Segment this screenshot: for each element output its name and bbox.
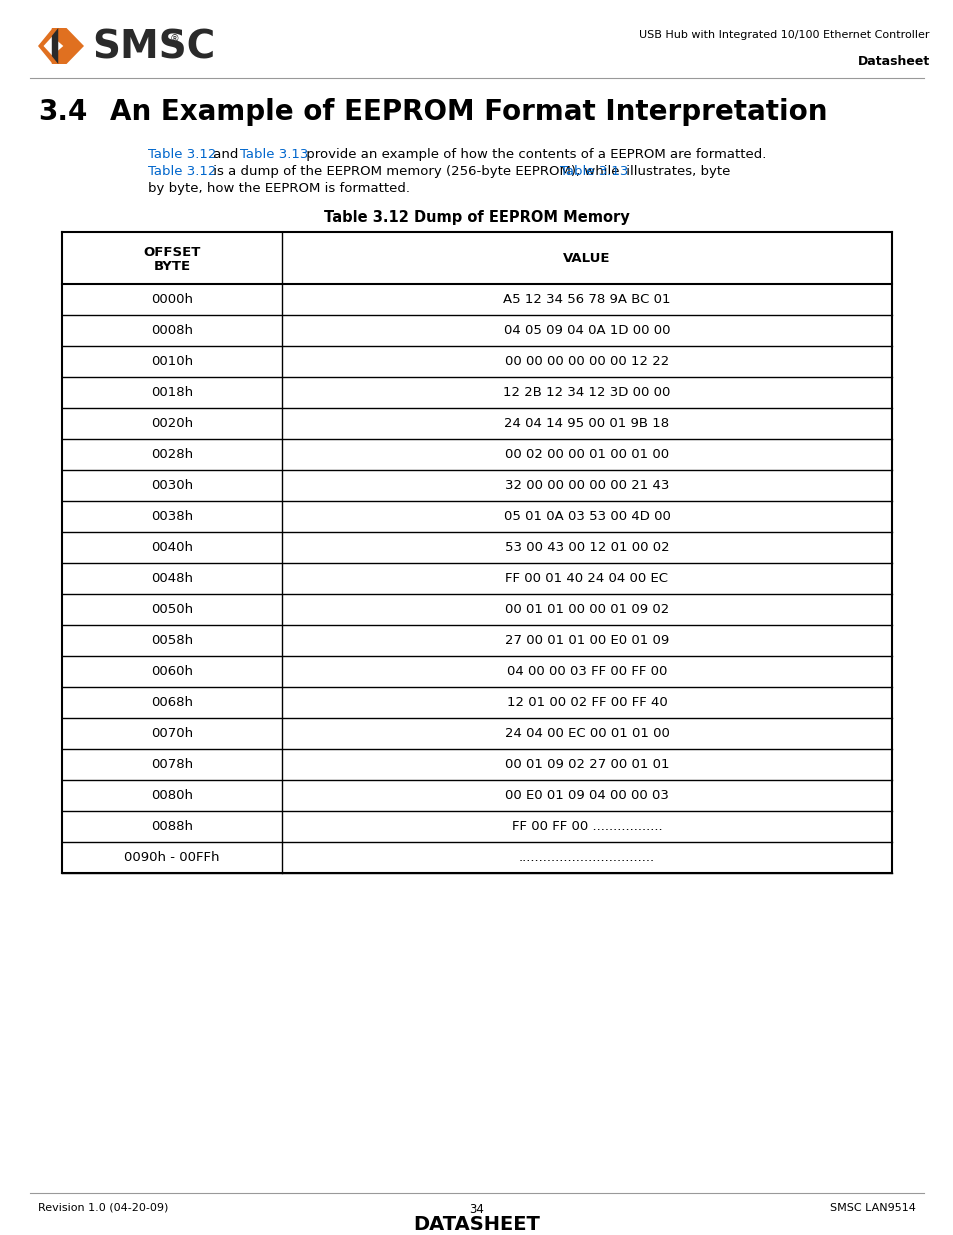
Text: A5 12 34 56 78 9A BC 01: A5 12 34 56 78 9A BC 01 xyxy=(502,293,670,306)
Text: 0070h: 0070h xyxy=(151,727,193,740)
Text: An Example of EEPROM Format Interpretation: An Example of EEPROM Format Interpretati… xyxy=(110,98,826,126)
Text: 00 01 09 02 27 00 01 01: 00 01 09 02 27 00 01 01 xyxy=(504,758,668,771)
Text: 0030h: 0030h xyxy=(151,479,193,492)
Text: VALUE: VALUE xyxy=(562,252,610,264)
Text: 0060h: 0060h xyxy=(151,664,193,678)
Text: 0088h: 0088h xyxy=(151,820,193,832)
Text: 0090h - 00FFh: 0090h - 00FFh xyxy=(124,851,219,864)
Text: BYTE: BYTE xyxy=(153,259,191,273)
Polygon shape xyxy=(38,28,52,64)
Text: 0040h: 0040h xyxy=(151,541,193,555)
Text: Table 3.12: Table 3.12 xyxy=(148,165,216,178)
Text: 12 01 00 02 FF 00 FF 40: 12 01 00 02 FF 00 FF 40 xyxy=(506,697,667,709)
Text: 04 05 09 04 0A 1D 00 00: 04 05 09 04 0A 1D 00 00 xyxy=(503,324,670,337)
Text: 0018h: 0018h xyxy=(151,387,193,399)
Text: 0000h: 0000h xyxy=(151,293,193,306)
Text: 3.4: 3.4 xyxy=(38,98,88,126)
Text: 27 00 01 01 00 E0 01 09: 27 00 01 01 00 E0 01 09 xyxy=(504,634,668,647)
Text: SMSC: SMSC xyxy=(91,28,215,67)
Text: USB Hub with Integrated 10/100 Ethernet Controller: USB Hub with Integrated 10/100 Ethernet … xyxy=(639,30,929,40)
Text: 0028h: 0028h xyxy=(151,448,193,461)
Text: ®: ® xyxy=(170,35,179,44)
Text: Datasheet: Datasheet xyxy=(857,56,929,68)
Text: .................................: ................................. xyxy=(518,851,655,864)
Text: 0038h: 0038h xyxy=(151,510,193,522)
Text: 0080h: 0080h xyxy=(151,789,193,802)
Text: 00 02 00 00 01 00 01 00: 00 02 00 00 01 00 01 00 xyxy=(504,448,668,461)
Text: 12 2B 12 34 12 3D 00 00: 12 2B 12 34 12 3D 00 00 xyxy=(503,387,670,399)
Text: 0008h: 0008h xyxy=(151,324,193,337)
Text: 0010h: 0010h xyxy=(151,354,193,368)
Text: by byte, how the EEPROM is formatted.: by byte, how the EEPROM is formatted. xyxy=(148,182,410,195)
Text: provide an example of how the contents of a EEPROM are formatted.: provide an example of how the contents o… xyxy=(301,148,765,161)
Text: 24 04 14 95 00 01 9B 18: 24 04 14 95 00 01 9B 18 xyxy=(504,417,669,430)
Polygon shape xyxy=(51,28,58,64)
Polygon shape xyxy=(51,28,84,64)
Text: 00 00 00 00 00 00 12 22: 00 00 00 00 00 00 12 22 xyxy=(504,354,668,368)
Text: OFFSET: OFFSET xyxy=(143,247,200,259)
Text: 53 00 43 00 12 01 00 02: 53 00 43 00 12 01 00 02 xyxy=(504,541,669,555)
Text: 05 01 0A 03 53 00 4D 00: 05 01 0A 03 53 00 4D 00 xyxy=(503,510,670,522)
Text: 0078h: 0078h xyxy=(151,758,193,771)
Text: Table 3.12: Table 3.12 xyxy=(148,148,216,161)
Text: 0058h: 0058h xyxy=(151,634,193,647)
Text: 00 01 01 00 00 01 09 02: 00 01 01 00 00 01 09 02 xyxy=(504,603,668,616)
Text: FF 00 FF 00 .................: FF 00 FF 00 ................. xyxy=(511,820,661,832)
Text: illustrates, byte: illustrates, byte xyxy=(621,165,729,178)
Text: 34: 34 xyxy=(469,1203,484,1216)
Text: Table 3.13: Table 3.13 xyxy=(559,165,628,178)
Text: 0068h: 0068h xyxy=(151,697,193,709)
Text: is a dump of the EEPROM memory (256-byte EEPROM), while: is a dump of the EEPROM memory (256-byte… xyxy=(210,165,623,178)
Text: FF 00 01 40 24 04 00 EC: FF 00 01 40 24 04 00 EC xyxy=(505,572,668,585)
Text: 00 E0 01 09 04 00 00 03: 00 E0 01 09 04 00 00 03 xyxy=(504,789,668,802)
Text: 04 00 00 03 FF 00 FF 00: 04 00 00 03 FF 00 FF 00 xyxy=(506,664,666,678)
Text: 32 00 00 00 00 00 21 43: 32 00 00 00 00 00 21 43 xyxy=(504,479,668,492)
Text: Table 3.12 Dump of EEPROM Memory: Table 3.12 Dump of EEPROM Memory xyxy=(324,210,629,225)
Text: Revision 1.0 (04-20-09): Revision 1.0 (04-20-09) xyxy=(38,1203,168,1213)
Text: 0048h: 0048h xyxy=(151,572,193,585)
Text: and: and xyxy=(210,148,243,161)
Text: Table 3.13: Table 3.13 xyxy=(240,148,309,161)
Text: 0050h: 0050h xyxy=(151,603,193,616)
Text: SMSC LAN9514: SMSC LAN9514 xyxy=(829,1203,915,1213)
Text: 24 04 00 EC 00 01 01 00: 24 04 00 EC 00 01 01 00 xyxy=(504,727,669,740)
Text: 0020h: 0020h xyxy=(151,417,193,430)
Text: DATASHEET: DATASHEET xyxy=(414,1215,539,1234)
